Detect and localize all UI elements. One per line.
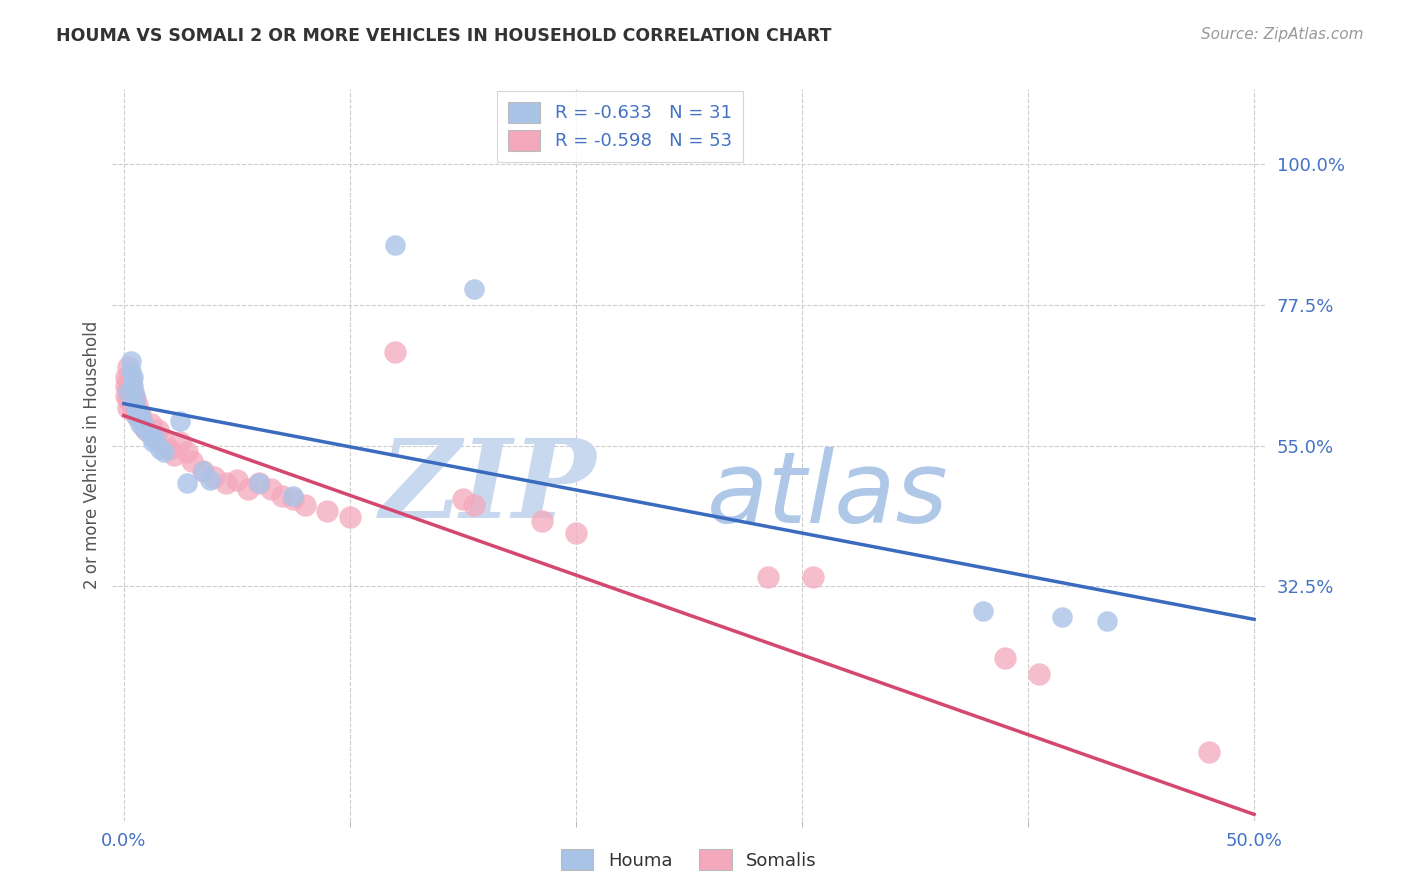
Point	[139, 417, 162, 431]
Point	[756, 570, 779, 584]
Point	[120, 373, 142, 387]
Point	[117, 385, 139, 400]
Point	[128, 407, 150, 421]
Point	[176, 476, 198, 491]
Point	[139, 429, 162, 443]
Point	[463, 282, 485, 296]
Point	[1198, 745, 1220, 759]
Point	[994, 651, 1017, 665]
Point	[339, 510, 361, 524]
Point	[121, 394, 143, 409]
Point	[202, 470, 225, 484]
Point	[120, 363, 142, 377]
Point	[191, 464, 214, 478]
Point	[260, 483, 283, 497]
Point	[283, 491, 305, 506]
Point	[198, 473, 221, 487]
Point	[157, 442, 180, 456]
Point	[120, 394, 142, 409]
Point	[565, 526, 588, 541]
Point	[131, 413, 153, 427]
Point	[127, 409, 149, 423]
Point	[191, 464, 214, 478]
Point	[128, 407, 150, 421]
Point	[153, 444, 176, 458]
Point	[225, 473, 247, 487]
Point	[135, 423, 157, 437]
Point	[127, 404, 149, 418]
Point	[115, 369, 138, 384]
Point	[127, 410, 149, 425]
Text: Source: ZipAtlas.com: Source: ZipAtlas.com	[1201, 27, 1364, 42]
Point	[384, 344, 406, 359]
Point	[451, 491, 474, 506]
Point	[124, 388, 146, 402]
Point	[124, 401, 146, 415]
Y-axis label: 2 or more Vehicles in Household: 2 or more Vehicles in Household	[83, 321, 101, 589]
Point	[176, 444, 198, 458]
Point	[121, 379, 143, 393]
Point	[117, 373, 139, 387]
Point	[169, 435, 191, 450]
Point	[972, 604, 994, 618]
Point	[294, 498, 316, 512]
Point	[115, 379, 138, 393]
Point	[120, 382, 142, 396]
Point	[249, 476, 271, 491]
Point	[134, 419, 156, 434]
Point	[142, 435, 165, 450]
Point	[142, 429, 165, 443]
Point	[121, 385, 143, 400]
Point	[1028, 666, 1050, 681]
Point	[131, 413, 153, 427]
Text: HOUMA VS SOMALI 2 OR MORE VEHICLES IN HOUSEHOLD CORRELATION CHART: HOUMA VS SOMALI 2 OR MORE VEHICLES IN HO…	[56, 27, 832, 45]
Point	[153, 435, 176, 450]
Point	[124, 392, 146, 406]
Point	[120, 354, 142, 368]
Legend: Houma, Somalis: Houma, Somalis	[554, 842, 824, 878]
Point	[801, 570, 824, 584]
Point	[149, 442, 172, 456]
Point	[214, 476, 236, 491]
Point	[138, 425, 160, 440]
Point	[117, 401, 139, 415]
Point	[146, 423, 169, 437]
Point	[145, 432, 167, 446]
Point	[117, 392, 139, 406]
Point	[121, 404, 143, 418]
Point	[283, 489, 305, 503]
Point	[117, 360, 139, 375]
Point	[135, 423, 157, 437]
Point	[316, 504, 339, 518]
Point	[134, 419, 156, 434]
Point	[271, 489, 294, 503]
Point	[115, 388, 138, 402]
Point	[162, 448, 184, 462]
Point	[1095, 614, 1118, 628]
Point	[180, 454, 202, 468]
Point	[384, 238, 406, 252]
Point	[249, 476, 271, 491]
Point	[127, 398, 149, 412]
Point	[124, 398, 146, 412]
Text: ZIP: ZIP	[380, 434, 596, 541]
Point	[236, 483, 259, 497]
Point	[169, 413, 191, 427]
Text: atlas: atlas	[706, 447, 948, 543]
Point	[463, 498, 485, 512]
Point	[128, 417, 150, 431]
Point	[117, 382, 139, 396]
Point	[121, 369, 143, 384]
Point	[1050, 610, 1073, 624]
Point	[530, 514, 553, 528]
